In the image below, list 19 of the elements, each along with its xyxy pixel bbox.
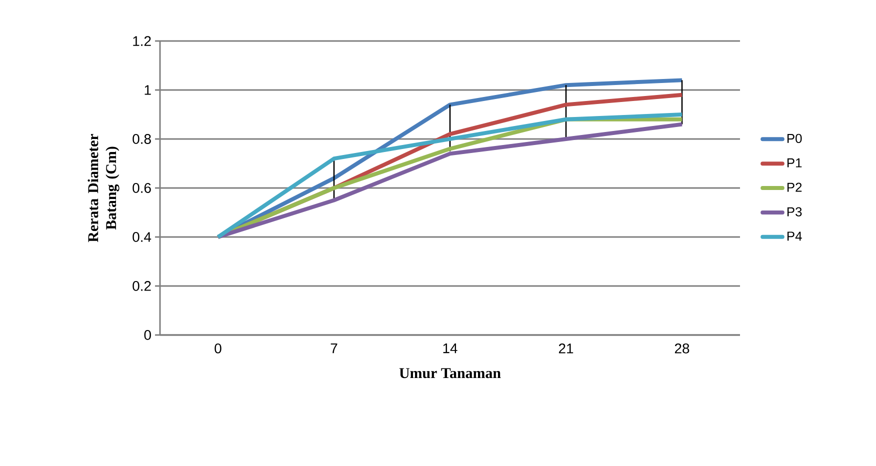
y-tick-label: 0.8 (132, 134, 151, 144)
legend-label: P4 (787, 232, 802, 241)
y-axis-title: Rerata Diameter Batang (Cm) (88, 134, 120, 242)
x-tick-label: 21 (558, 343, 574, 354)
x-tick-label: 7 (330, 344, 338, 354)
x-axis-title: Umur Tanaman (399, 368, 501, 378)
x-tick-label: 0 (214, 343, 222, 354)
y-tick-label: 1 (144, 85, 151, 95)
legend-label: P1 (787, 158, 802, 168)
legend-label: P3 (787, 207, 802, 216)
y-tick-label: 0 (144, 330, 151, 340)
x-tick-label: 28 (674, 343, 690, 354)
x-tick-label: 14 (443, 344, 458, 354)
y-tick-label: 0.4 (132, 232, 152, 242)
y-tick-label: 1.2 (133, 36, 151, 46)
legend-label: P0 (787, 134, 802, 144)
legend-label: P2 (787, 182, 802, 192)
y-tick-label: 0.6 (132, 183, 151, 193)
y-tick-label: 0.2 (132, 281, 151, 291)
